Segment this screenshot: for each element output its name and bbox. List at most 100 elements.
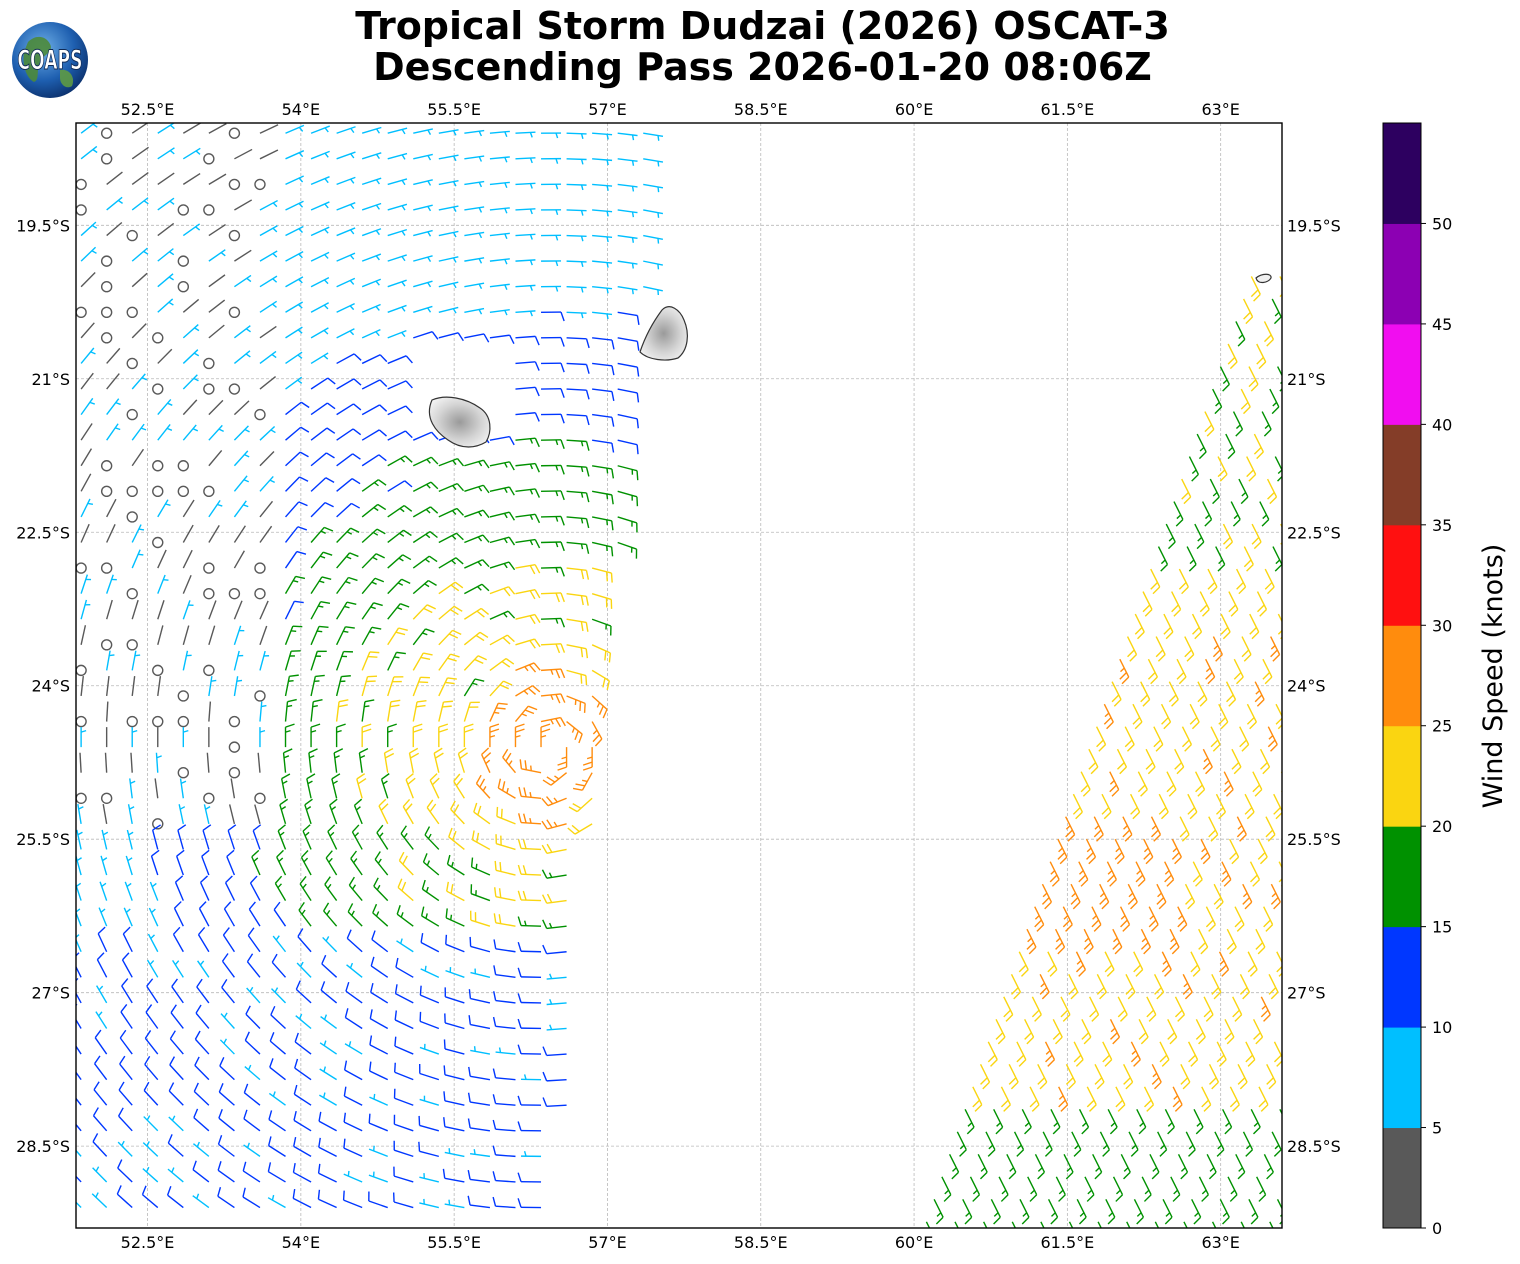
wind-barb xyxy=(126,511,138,523)
wind-barb xyxy=(1164,1109,1175,1135)
wind-barb xyxy=(361,699,375,722)
wind-barb xyxy=(1161,951,1172,977)
wind-barb xyxy=(1168,681,1179,707)
wind-barb xyxy=(80,271,96,288)
wind-barb xyxy=(358,748,369,773)
wind-barb xyxy=(1249,613,1260,640)
wind-barb xyxy=(1183,1221,1188,1228)
wind-barb xyxy=(1277,613,1282,640)
wind-barb xyxy=(284,501,308,518)
wind-barb xyxy=(208,701,212,722)
wind-barb xyxy=(131,373,148,390)
lat-tick-label-left: 22.5°S xyxy=(16,523,70,542)
wind-barb xyxy=(344,1008,363,1030)
wind-barb xyxy=(542,944,567,955)
wind-barb xyxy=(105,650,115,671)
wind-barb xyxy=(336,403,362,416)
wind-barb xyxy=(1019,1199,1030,1225)
wind-barb xyxy=(515,462,540,473)
wind-barb xyxy=(361,126,382,134)
wind-barb xyxy=(1274,456,1282,482)
wind-barb xyxy=(182,424,199,441)
wind-barb xyxy=(566,490,590,503)
colorbar-segment xyxy=(1383,424,1421,526)
wind-barb xyxy=(1013,1131,1025,1157)
wind-barb xyxy=(1073,1041,1084,1067)
wind-barb xyxy=(1248,366,1259,392)
wind-barb xyxy=(1216,1041,1227,1067)
wind-barb xyxy=(217,1186,235,1209)
wind-barb xyxy=(96,952,108,978)
wind-barb xyxy=(336,552,359,569)
wind-barb xyxy=(372,903,389,927)
wind-barb xyxy=(1150,568,1161,595)
wind-barb xyxy=(387,699,401,722)
wind-barb xyxy=(310,276,330,288)
wind-barb xyxy=(387,554,412,569)
wind-barb xyxy=(591,644,612,663)
wind-barb xyxy=(228,127,241,139)
wind-barb xyxy=(254,178,266,191)
wind-barb xyxy=(1245,1041,1256,1067)
wind-barb xyxy=(592,490,614,505)
wind-barb xyxy=(371,930,389,953)
wind-barb xyxy=(517,916,542,927)
wind-barb xyxy=(336,478,361,492)
wind-barb xyxy=(515,662,541,673)
wind-barb xyxy=(412,431,439,441)
wind-barb xyxy=(76,882,82,901)
wind-barb xyxy=(1177,906,1188,932)
wind-barb xyxy=(320,1014,338,1030)
wind-barb xyxy=(643,132,664,141)
wind-barb xyxy=(413,128,433,135)
wind-barb xyxy=(1126,1221,1131,1228)
wind-barb xyxy=(151,824,161,850)
wind-barb xyxy=(106,196,123,211)
wind-barb xyxy=(438,129,459,136)
wind-barb xyxy=(567,823,593,835)
wind-barb xyxy=(591,567,613,583)
wind-barb xyxy=(1276,1199,1282,1225)
wind-barb xyxy=(592,439,615,453)
wind-barb xyxy=(1136,1109,1147,1135)
logo-text: COAPS xyxy=(17,45,82,76)
wind-barb xyxy=(80,473,92,492)
wind-barb xyxy=(1150,816,1162,842)
wind-barb xyxy=(643,234,664,244)
wind-barb xyxy=(566,286,587,293)
wind-barb xyxy=(100,562,113,574)
wind-barb xyxy=(310,452,335,467)
wind-barb xyxy=(464,282,485,290)
wind-barb xyxy=(80,347,96,364)
wind-barb xyxy=(1201,501,1213,527)
wind-barb xyxy=(208,625,216,646)
wind-barb xyxy=(517,1172,542,1183)
wind-barb xyxy=(470,968,491,979)
wind-barb xyxy=(152,664,164,677)
wind-barb xyxy=(1134,613,1145,640)
wind-barb xyxy=(245,1005,261,1029)
wind-barb xyxy=(515,335,540,346)
wind-barb xyxy=(182,499,195,518)
wind-barb xyxy=(192,1160,210,1183)
wind-barb xyxy=(557,747,568,771)
wind-barb xyxy=(296,961,312,978)
wind-barb xyxy=(335,723,346,748)
wind-barb xyxy=(387,304,407,313)
wind-barb xyxy=(182,123,201,134)
wind-barb xyxy=(413,204,433,212)
wind-barb xyxy=(1187,793,1198,820)
wind-barb xyxy=(1133,1199,1145,1225)
wind-barb xyxy=(346,929,363,953)
wind-barb xyxy=(226,849,236,876)
wind-barb xyxy=(1132,703,1143,730)
wind-barb xyxy=(131,323,147,339)
wind-barb xyxy=(285,301,304,313)
wind-barb xyxy=(1112,928,1123,955)
wind-barb xyxy=(152,715,164,728)
wind-barb xyxy=(541,183,562,190)
wind-barb xyxy=(131,549,144,569)
wind-barb xyxy=(1034,906,1045,932)
wind-barb xyxy=(106,524,116,543)
wind-barb xyxy=(1153,973,1165,1000)
